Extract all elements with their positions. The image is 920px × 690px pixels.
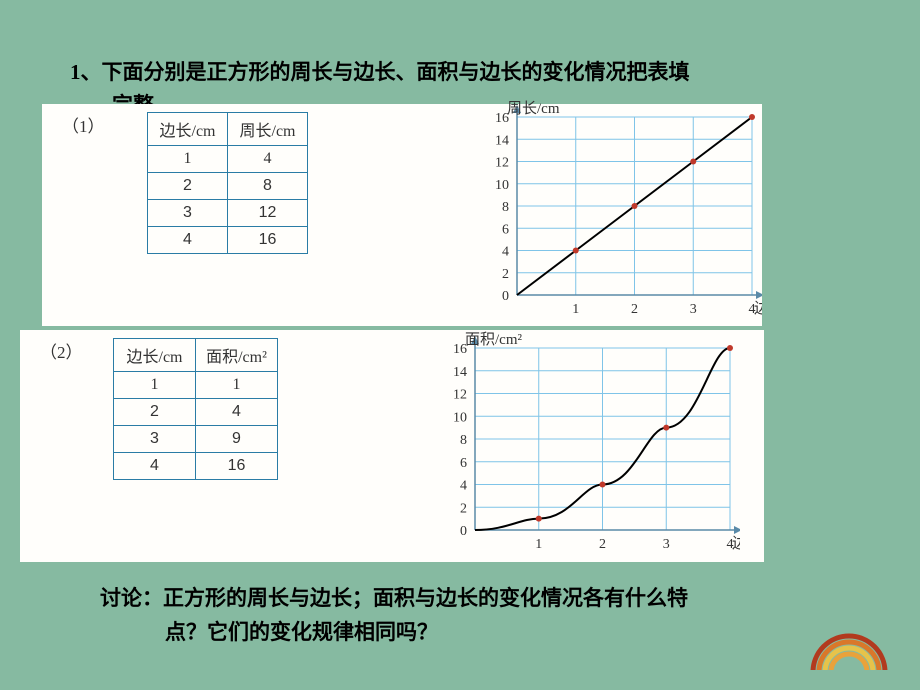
- svg-text:4: 4: [460, 479, 467, 494]
- discussion-line1: 讨论：正方形的周长与边长；面积与边长的变化情况各有什么特: [100, 586, 688, 610]
- svg-text:14: 14: [453, 365, 467, 380]
- question-line1: 1、下面分别是正方形的周长与边长、面积与边长的变化情况把表填: [70, 60, 690, 84]
- svg-text:10: 10: [453, 410, 467, 425]
- chart-perimeter: 02468101214161234周长/cm边长/cm: [462, 99, 762, 321]
- table-cell: 16: [196, 453, 278, 480]
- svg-text:边长/cm: 边长/cm: [754, 300, 762, 317]
- discussion-text: 讨论：正方形的周长与边长；面积与边长的变化情况各有什么特 点？它们的变化规律相同…: [100, 582, 820, 649]
- svg-text:8: 8: [460, 433, 467, 448]
- svg-text:2: 2: [502, 267, 509, 282]
- svg-text:1: 1: [535, 537, 542, 552]
- table-cell: 4: [228, 146, 308, 173]
- table-header: 边长/cm: [114, 339, 196, 372]
- panel-2-label: （2）: [40, 338, 83, 363]
- table-row: 1 4: [148, 146, 308, 173]
- table-row: 边长/cm 面积/cm²: [114, 339, 278, 372]
- table-cell: 3: [148, 200, 228, 227]
- table-cell: 12: [228, 200, 308, 227]
- table-cell: 4: [148, 227, 228, 254]
- svg-text:3: 3: [690, 302, 697, 317]
- svg-text:12: 12: [453, 388, 467, 403]
- table-row: 3 9: [114, 426, 278, 453]
- table-cell: 3: [114, 426, 196, 453]
- svg-text:0: 0: [460, 524, 467, 539]
- rainbow-icon: [808, 628, 890, 670]
- table-cell: 9: [196, 426, 278, 453]
- svg-text:6: 6: [502, 222, 509, 237]
- table-cell: 4: [114, 453, 196, 480]
- discussion-line2: 点？它们的变化规律相同吗？: [100, 616, 820, 650]
- svg-text:1: 1: [572, 302, 579, 317]
- table-perimeter: 边长/cm 周长/cm 1 4 2 8 3 12 4 16: [147, 112, 308, 254]
- svg-text:10: 10: [495, 178, 509, 193]
- table-row: 1 1: [114, 372, 278, 399]
- panel-1-label: （1）: [62, 112, 105, 137]
- svg-text:2: 2: [599, 537, 606, 552]
- chart-area: 02468101214161234面积/cm²边长/cm: [420, 330, 740, 556]
- svg-text:2: 2: [460, 501, 467, 516]
- table-row: 4 16: [114, 453, 278, 480]
- table-cell: 2: [114, 399, 196, 426]
- svg-text:面积/cm²: 面积/cm²: [465, 331, 522, 348]
- table-cell: 1: [196, 372, 278, 399]
- svg-text:3: 3: [663, 537, 670, 552]
- table-cell: 1: [114, 372, 196, 399]
- svg-text:4: 4: [502, 245, 509, 260]
- svg-text:14: 14: [495, 133, 509, 148]
- svg-text:2: 2: [631, 302, 638, 317]
- table-cell: 2: [148, 173, 228, 200]
- svg-text:0: 0: [502, 289, 509, 304]
- panel-2: （2） 边长/cm 面积/cm² 1 1 2 4 3 9 4 16 02: [20, 330, 764, 562]
- table-row: 3 12: [148, 200, 308, 227]
- table-cell: 8: [228, 173, 308, 200]
- svg-text:6: 6: [460, 456, 467, 471]
- svg-text:8: 8: [502, 200, 509, 215]
- table-cell: 1: [148, 146, 228, 173]
- table-cell: 4: [196, 399, 278, 426]
- panel-1: （1） 边长/cm 周长/cm 1 4 2 8 3 12 4 16 02: [42, 104, 762, 326]
- table-row: 边长/cm 周长/cm: [148, 113, 308, 146]
- table-header: 边长/cm: [148, 113, 228, 146]
- table-cell: 16: [228, 227, 308, 254]
- table-row: 4 16: [148, 227, 308, 254]
- table-area: 边长/cm 面积/cm² 1 1 2 4 3 9 4 16: [113, 338, 278, 480]
- svg-text:边长/cm: 边长/cm: [732, 535, 740, 552]
- table-header: 周长/cm: [228, 113, 308, 146]
- svg-text:周长/cm: 周长/cm: [507, 100, 560, 117]
- table-header: 面积/cm²: [196, 339, 278, 372]
- table-row: 2 8: [148, 173, 308, 200]
- svg-text:12: 12: [495, 156, 509, 171]
- table-row: 2 4: [114, 399, 278, 426]
